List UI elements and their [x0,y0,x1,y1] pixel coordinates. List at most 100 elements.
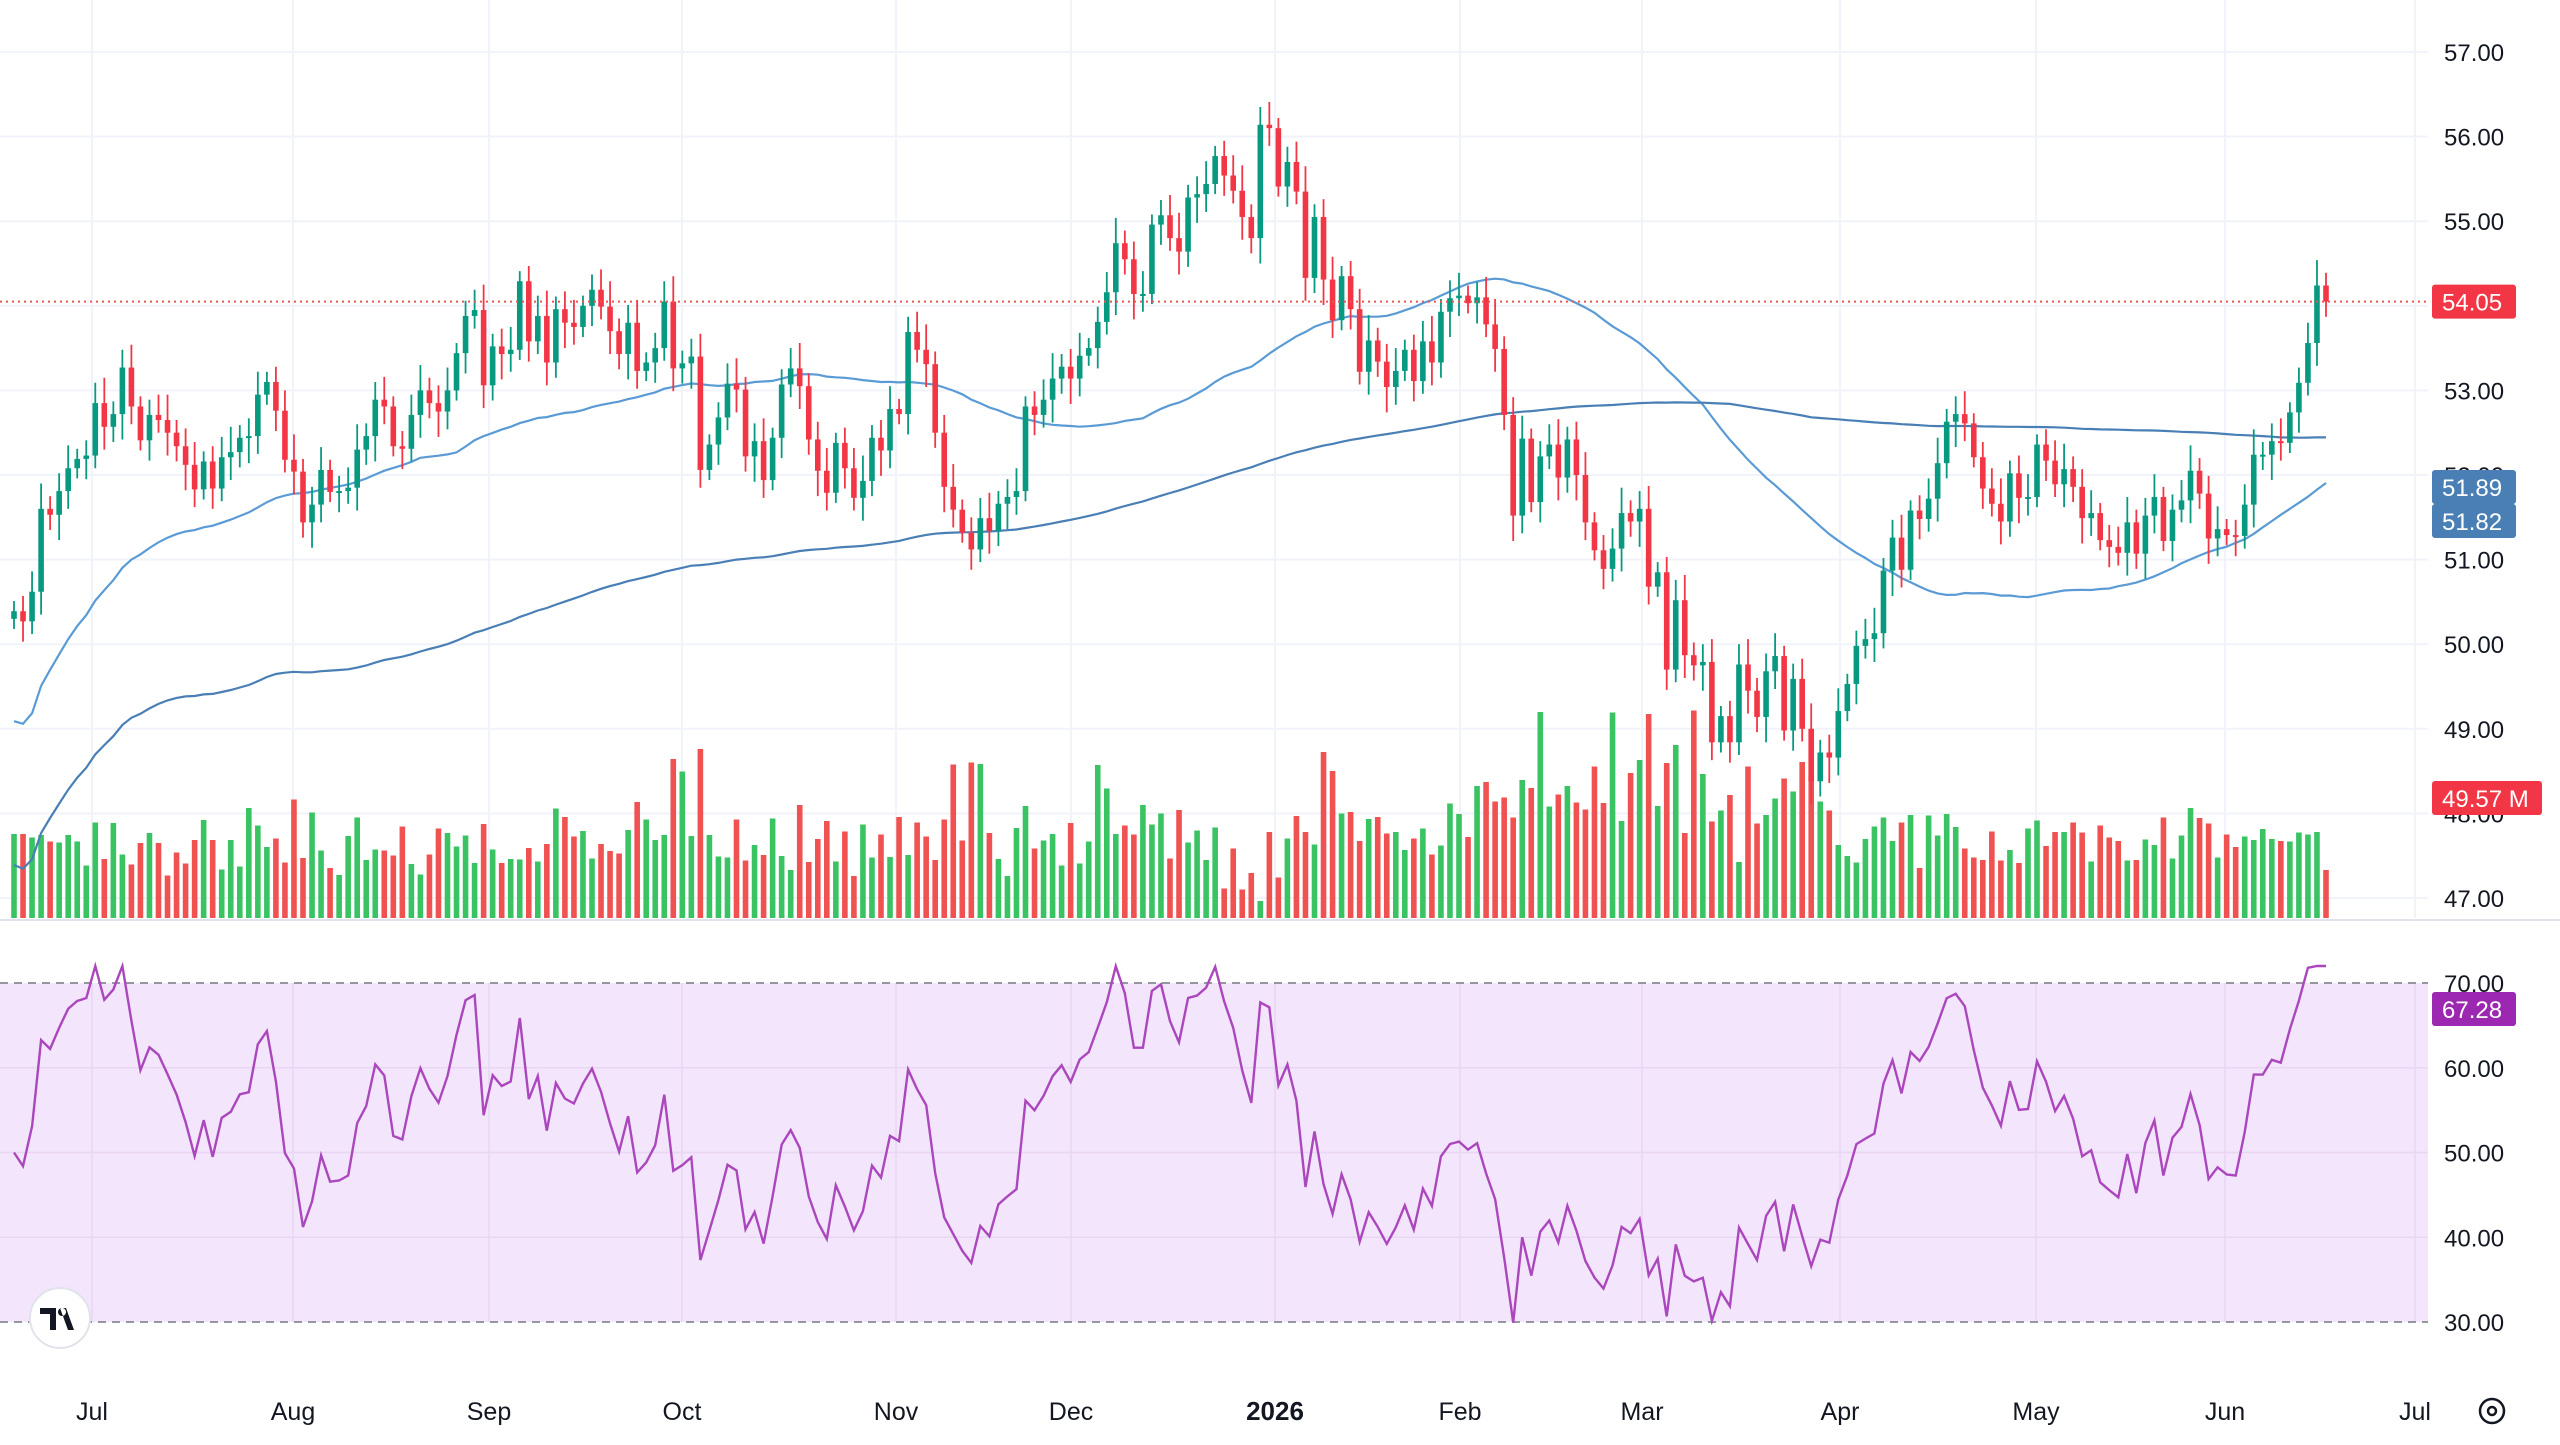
candle[interactable] [1212,145,1218,195]
candle[interactable] [995,491,1002,547]
candle[interactable] [273,366,279,432]
candle[interactable] [1022,396,1029,502]
candle[interactable] [733,358,740,413]
candle[interactable] [1131,241,1137,320]
candlesticks[interactable] [11,101,2329,805]
candle[interactable] [291,434,297,495]
candle[interactable] [1709,639,1715,761]
candle[interactable] [1745,639,1751,714]
candle[interactable] [2052,440,2058,497]
candle[interactable] [724,363,731,431]
candle[interactable] [1293,141,1300,205]
candle[interactable] [950,464,957,528]
candle[interactable] [1591,512,1598,561]
candle[interactable] [1248,204,1255,254]
candle[interactable] [1067,348,1074,404]
candle[interactable] [164,394,171,456]
candle[interactable] [1302,166,1309,301]
candle[interactable] [1492,299,1498,372]
candle[interactable] [1564,426,1571,493]
candle[interactable] [1221,140,1227,196]
candle[interactable] [1654,562,1661,597]
candle[interactable] [2016,455,2022,524]
candle[interactable] [2205,475,2212,564]
candle[interactable] [155,394,162,433]
candle[interactable] [670,276,677,392]
time-axis[interactable]: Jul Aug Sep Oct Nov Dec 2026 Feb Mar Apr May Jun Jul [76,1396,2431,1426]
candle[interactable] [1094,306,1101,369]
candle[interactable] [652,332,659,383]
candle[interactable] [1194,176,1200,223]
candle[interactable] [607,281,613,355]
candle[interactable] [1871,607,1878,662]
candle[interactable] [1374,327,1381,377]
candle[interactable] [2241,484,2248,549]
candle[interactable] [1383,343,1390,413]
candle[interactable] [1663,557,1670,690]
candle[interactable] [2196,458,2203,509]
candle[interactable] [1031,391,1038,436]
candle[interactable] [1230,155,1237,204]
candle[interactable] [182,428,189,491]
candle[interactable] [1176,212,1182,275]
candle[interactable] [1402,339,1408,382]
candle[interactable] [417,365,424,438]
candle[interactable] [2007,460,2013,537]
candle[interactable] [1049,353,1056,423]
candle[interactable] [372,381,379,462]
candle[interactable] [1113,217,1119,316]
candle[interactable] [110,401,117,443]
candle[interactable] [1122,230,1128,275]
candle[interactable] [1167,194,1173,251]
candle[interactable] [1799,658,1805,742]
candle[interactable] [1754,678,1760,733]
candle[interactable] [1889,519,1896,596]
candle[interactable] [1347,260,1354,330]
candle[interactable] [38,483,44,615]
candle[interactable] [1465,285,1471,314]
candle[interactable] [1853,630,1860,705]
candle[interactable] [1085,337,1092,366]
candle[interactable] [1700,644,1706,691]
candle[interactable] [589,274,595,327]
candle[interactable] [2106,524,2113,568]
candle[interactable] [2124,496,2131,576]
candle[interactable] [715,402,722,465]
candle[interactable] [2070,456,2076,503]
candle[interactable] [2314,260,2320,366]
candle[interactable] [869,425,875,497]
candle[interactable] [471,289,478,329]
candle[interactable] [598,269,604,320]
candle[interactable] [1835,688,1842,776]
tradingview-logo[interactable] [29,1287,91,1349]
candle[interactable] [787,348,794,398]
candle[interactable] [29,571,35,635]
candle[interactable] [688,338,695,389]
candle[interactable] [101,377,108,450]
candle[interactable] [778,369,785,459]
candle[interactable] [1961,391,1968,442]
candle[interactable] [1781,645,1787,741]
candle[interactable] [516,271,523,360]
candle[interactable] [173,420,180,462]
candle[interactable] [345,467,351,504]
candle[interactable] [56,473,62,541]
candle[interactable] [2034,434,2040,508]
candle[interactable] [525,266,532,362]
candle[interactable] [814,421,821,497]
candle[interactable] [796,343,803,410]
candle[interactable] [1844,673,1851,722]
candle[interactable] [1672,579,1679,683]
candle[interactable] [760,418,767,498]
candle[interactable] [1510,397,1516,541]
candle[interactable] [1013,468,1020,515]
candle[interactable] [200,451,207,500]
candle[interactable] [968,517,975,570]
candle[interactable] [444,367,451,430]
candle[interactable] [1627,500,1634,537]
candle[interactable] [399,431,406,470]
candle[interactable] [1528,428,1535,513]
candle[interactable] [1718,705,1724,753]
candle[interactable] [20,595,26,642]
candle[interactable] [751,423,758,482]
